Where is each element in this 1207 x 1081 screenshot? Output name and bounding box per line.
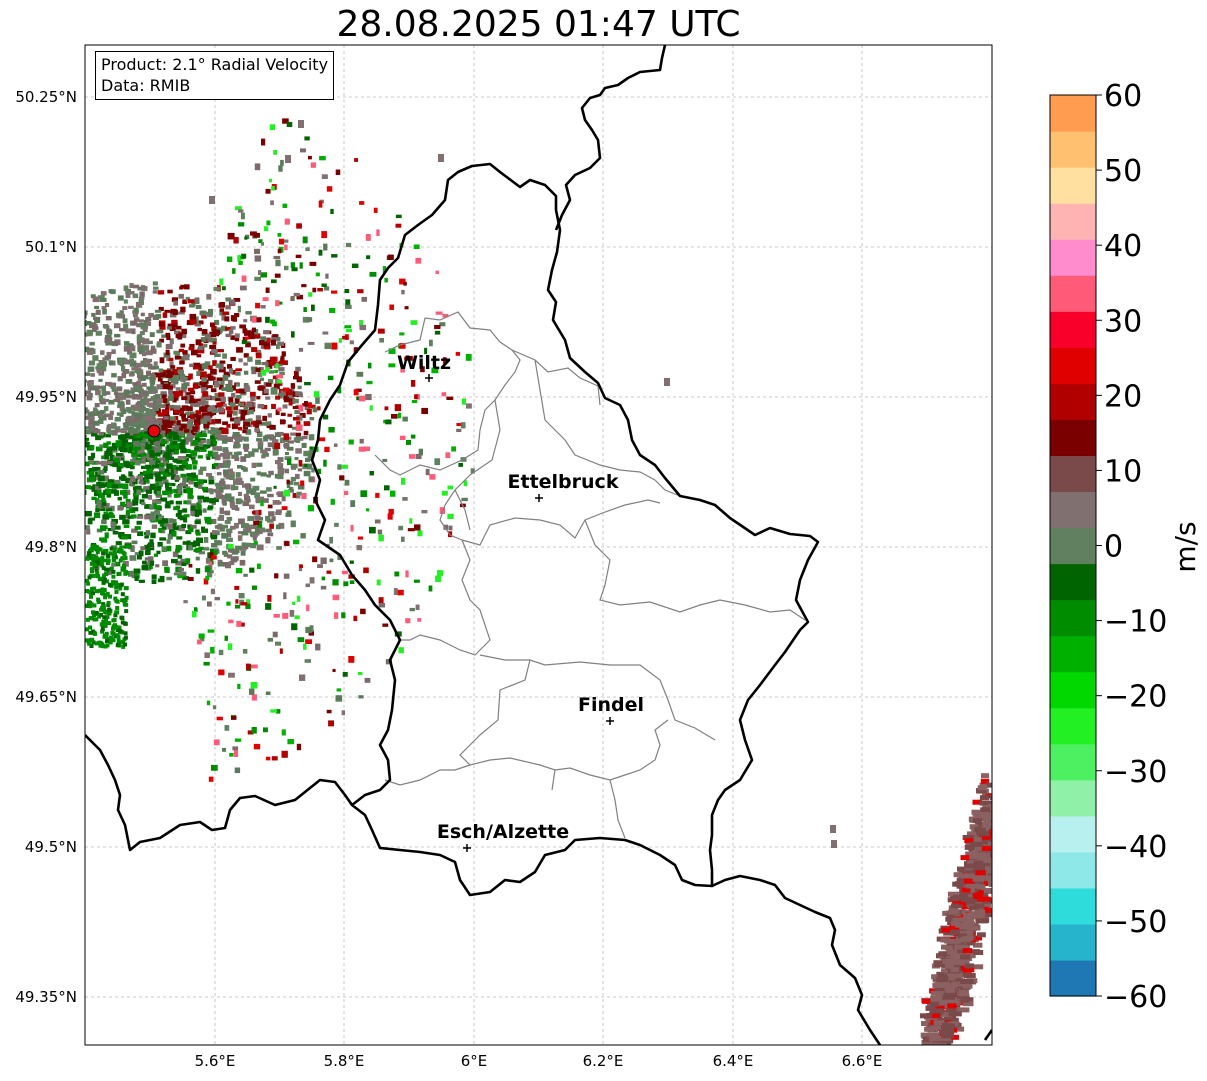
colorbar-band: [1050, 707, 1096, 745]
lon-tick-label: 5.6°E: [195, 1052, 236, 1070]
data-source-line: Data: RMIB: [101, 76, 191, 95]
radar-site-marker: [147, 424, 161, 438]
plot-frame: [84, 44, 993, 1046]
colorbar-tick-label: −40: [1104, 830, 1167, 865]
colorbar-band: [1050, 419, 1096, 456]
colorbar-band: [1050, 635, 1096, 673]
map-title: 28.08.2025 01:47 UTC: [336, 4, 741, 45]
border-luxembourg: [310, 162, 820, 897]
lat-tick-label: 49.8°N: [25, 538, 77, 556]
colorbar-label: m/s: [1169, 521, 1202, 572]
colorbar-tick-label: −30: [1104, 755, 1167, 790]
colorbar-band: [1050, 527, 1096, 565]
colorbar-band: [1050, 959, 1096, 997]
colorbar-band: [1050, 563, 1096, 601]
lon-tick-label: 6.6°E: [842, 1052, 883, 1070]
lon-tick-label: 6.2°E: [583, 1052, 624, 1070]
colorbar-band: [1050, 491, 1096, 529]
lon-tick-label: 6.4°E: [713, 1052, 754, 1070]
colorbar: 60 50 40 30 20 10 0 −10 −20 −30 −40 −50 −60 m/s: [1049, 79, 1202, 1015]
city-markers: Wiltz Ettelbruck Findel Esch/Alzette: [397, 352, 644, 852]
lat-tick-label: 49.95°N: [15, 388, 77, 406]
plot-area: [85, 45, 992, 1045]
colorbar-tick-label: −50: [1104, 905, 1167, 940]
border-belgium-france: [85, 734, 354, 852]
city-marker-icon: [606, 717, 614, 725]
colorbar-tick-label: −10: [1104, 605, 1167, 640]
border-germany: [554, 45, 667, 231]
colorbar-tick-label: 60: [1104, 79, 1142, 114]
colorbar-band: [1050, 815, 1096, 853]
city-marker-icon: [463, 844, 471, 852]
colorbar-band: [1050, 599, 1096, 637]
colorbar-tick-label: −60: [1104, 980, 1167, 1015]
colorbar-tick-label: 10: [1104, 454, 1142, 489]
colorbar-tick-label: 50: [1104, 154, 1142, 189]
city-label: Esch/Alzette: [437, 821, 569, 843]
city-label: Findel: [578, 694, 644, 716]
colorbar-band: [1050, 779, 1096, 817]
colorbar-band: [1050, 311, 1096, 348]
radar-echoes: [85, 118, 992, 1045]
colorbar-band: [1050, 203, 1096, 240]
canton-boundaries: [374, 311, 806, 839]
lat-tick-label: 50.1°N: [25, 238, 77, 256]
colorbar-band: [1050, 887, 1096, 925]
border-tail-se: [983, 1029, 992, 1041]
colorbar-tick-label: −20: [1104, 680, 1167, 715]
lon-tick-label: 5.8°E: [324, 1052, 365, 1070]
city-ettelbruck: Ettelbruck: [508, 471, 619, 502]
latitude-labels: 50.25°N 50.1°N 49.95°N 49.8°N 49.65°N 49…: [15, 88, 77, 1006]
colorbar-band: [1050, 671, 1096, 709]
colorbar-tick-label: 30: [1104, 304, 1142, 339]
city-marker-icon: [535, 494, 543, 502]
colorbar-bands: [1050, 95, 1096, 997]
colorbar-band: [1050, 275, 1096, 312]
colorbar-band: [1050, 923, 1096, 961]
lat-tick-label: 49.65°N: [15, 688, 77, 706]
national-borders: [85, 45, 992, 1045]
colorbar-band: [1050, 239, 1096, 276]
colorbar-band: [1050, 131, 1096, 168]
colorbar-band: [1050, 455, 1096, 493]
city-esch-alzette: Esch/Alzette: [437, 821, 569, 852]
lon-tick-label: 6°E: [461, 1052, 488, 1070]
colorbar-tick-label: 40: [1104, 229, 1142, 264]
colorbar-band: [1050, 95, 1096, 132]
colorbar-band: [1050, 851, 1096, 889]
longitude-labels: 5.6°E 5.8°E 6°E 6.2°E 6.4°E 6.6°E: [195, 1052, 883, 1070]
colorbar-band: [1050, 743, 1096, 781]
city-label: Ettelbruck: [508, 471, 619, 493]
city-wiltz: Wiltz: [397, 352, 451, 382]
city-label: Wiltz: [397, 352, 451, 374]
lat-tick-label: 50.25°N: [15, 88, 77, 106]
colorbar-ticks: 60 50 40 30 20 10 0 −10 −20 −30 −40 −50 −60: [1096, 79, 1167, 1015]
colorbar-band: [1050, 347, 1096, 384]
colorbar-tick-label: 0: [1104, 530, 1123, 565]
lat-tick-label: 49.5°N: [25, 838, 77, 856]
border-germany-south: [711, 874, 882, 1045]
colorbar-band: [1050, 383, 1096, 420]
product-line: Product: 2.1° Radial Velocity: [101, 55, 329, 74]
lat-tick-label: 49.35°N: [15, 988, 77, 1006]
city-marker-icon: [425, 374, 433, 382]
product-info-box: Product: 2.1° Radial Velocity Data: RMIB: [95, 51, 335, 100]
city-findel: Findel: [578, 694, 644, 725]
colorbar-tick-label: 20: [1104, 379, 1142, 414]
colorbar-band: [1050, 167, 1096, 204]
